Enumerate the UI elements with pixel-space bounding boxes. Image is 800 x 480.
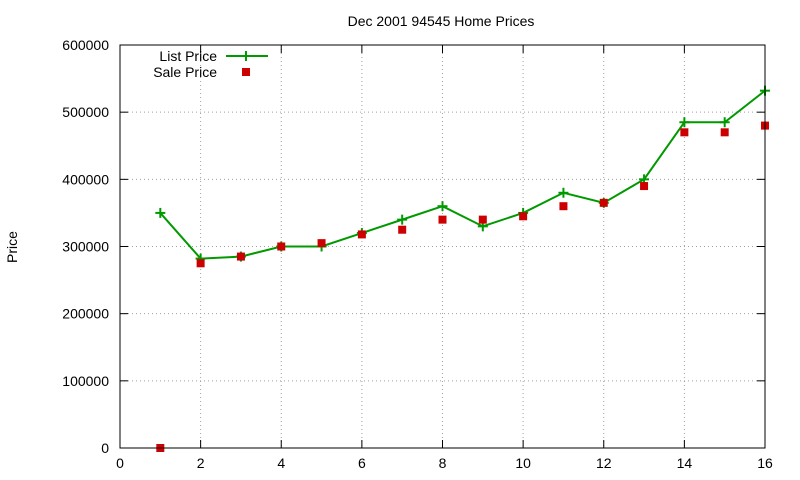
list-price-point [679,117,690,128]
sale-price-point [599,198,608,207]
grid [120,45,765,448]
sale-price-point [559,202,568,211]
y-tick-label: 0 [101,440,109,456]
x-tick-label: 10 [515,455,531,471]
legend-plus-marker [241,51,251,61]
sale-price-point [277,242,286,251]
x-tick-label: 14 [677,455,693,471]
x-tick-label: 8 [439,455,447,471]
sale-price-point [519,212,528,221]
x-tick-label: 2 [197,455,205,471]
x-tick-label: 0 [116,455,124,471]
list-price-point [558,187,569,198]
list-price-point [155,207,166,218]
list-price-point [397,214,408,225]
legend-label: List Price [159,48,217,64]
plot-border [119,44,766,449]
sale-price-point [680,128,689,137]
y-tick-label: 300000 [62,239,109,255]
x-tick-label: 12 [596,455,612,471]
chart-title: Dec 2001 94545 Home Prices [348,13,535,29]
y-axis-label: Price [4,231,20,263]
legend-label: Sale Price [153,64,217,80]
axis-ticks: 0 100000 200000 300000 400000 500000 600000 0 2 4… [62,37,773,471]
sale-price-point [196,259,205,268]
x-tick-label: 6 [358,455,366,471]
sale-price-point [720,128,729,137]
y-tick-label: 400000 [62,171,109,187]
y-tick-label: 500000 [62,104,109,120]
y-tick-label: 200000 [62,306,109,322]
x-tick-label: 4 [277,455,285,471]
sale-price-point [438,215,447,224]
sale-price-point [478,215,487,224]
sale-price-point [357,230,366,239]
list-price-point [437,201,448,212]
sale-price-point [236,252,245,261]
x-tick-label: 16 [757,455,773,471]
y-tick-label: 600000 [62,37,109,53]
y-tick-label: 100000 [62,373,109,389]
list-price-point [719,117,730,128]
plot-area [155,85,770,452]
sale-price-point [317,239,326,248]
sale-price-point [640,182,649,191]
legend-square-marker [242,68,250,76]
sale-price-point [398,225,407,234]
list-price-line [159,89,766,260]
